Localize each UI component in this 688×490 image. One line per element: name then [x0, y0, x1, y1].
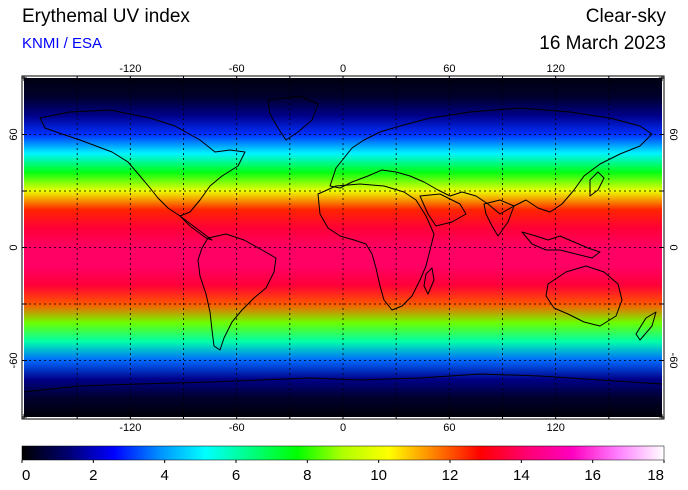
map-title: Erythemal UV index — [22, 6, 190, 27]
axis-labels: -120 -120 -60 -60 0 0 60 60 120 120 60 0 -60 60 0 -60 — [8, 63, 679, 434]
madagascar-coastline — [423, 267, 435, 295]
colorbar-tick-label: 6 — [232, 467, 240, 484]
map-frame-group — [21, 75, 665, 420]
lon-label-bottom: 0 — [340, 422, 346, 434]
colorbar: 0 2 4 6 8 10 12 14 16 18 — [21, 445, 665, 484]
lon-label-bottom: 60 — [443, 422, 455, 434]
lon-label-top: -120 — [119, 63, 141, 75]
lat-label-right: 0 — [667, 244, 679, 250]
lat-label-left: 60 — [8, 128, 20, 140]
lon-label-top: -60 — [229, 63, 245, 75]
japan-coastline — [589, 171, 605, 197]
sky-condition-label: Clear-sky — [585, 6, 666, 27]
arabia-coastline — [419, 193, 467, 227]
colorbar-tick-label: 4 — [160, 467, 168, 484]
axis-ticks — [22, 76, 664, 419]
southeast-asia-islands-coastline — [521, 231, 601, 259]
colorbar-tick-label: 8 — [303, 467, 311, 484]
colorbar-tick-label: 0 — [22, 467, 30, 484]
lat-label-right: -60 — [667, 353, 679, 369]
colorbar-tick-label: 2 — [89, 467, 97, 484]
lat-label-right: 60 — [667, 128, 679, 140]
lon-label-top: 120 — [546, 63, 564, 75]
colorbar-tick-labels: 0 2 4 6 8 10 12 14 16 18 — [21, 460, 665, 484]
lon-label-bottom: -120 — [119, 422, 141, 434]
central-america-coastline — [179, 215, 213, 241]
colorbar-tick-label: 12 — [442, 467, 459, 484]
colorbar-bar — [21, 445, 665, 461]
colorbar-tick-label: 10 — [370, 467, 387, 484]
lon-label-top: 0 — [340, 63, 346, 75]
south-america-coastline — [197, 233, 277, 351]
new-zealand-coastline — [635, 311, 657, 341]
europe-asia-coastline — [329, 107, 653, 215]
india-coastline — [483, 199, 515, 237]
lon-label-bottom: -60 — [229, 422, 245, 434]
lat-label-left: -60 — [8, 353, 20, 369]
greenland-coastline — [267, 95, 319, 141]
australia-coastline — [545, 265, 623, 327]
colorbar-tick-label: 16 — [584, 467, 601, 484]
colorbar-tick-label: 14 — [513, 467, 530, 484]
lat-label-left: 0 — [8, 244, 20, 250]
lon-label-top: 60 — [443, 63, 455, 75]
credit-label: KNMI / ESA — [22, 35, 103, 52]
north-america-coastline — [39, 109, 246, 217]
colorbar-tick-label: 18 — [647, 467, 664, 484]
graticule — [24, 78, 662, 417]
lon-label-bottom: 120 — [546, 422, 564, 434]
date-label: 16 March 2023 — [539, 33, 666, 54]
